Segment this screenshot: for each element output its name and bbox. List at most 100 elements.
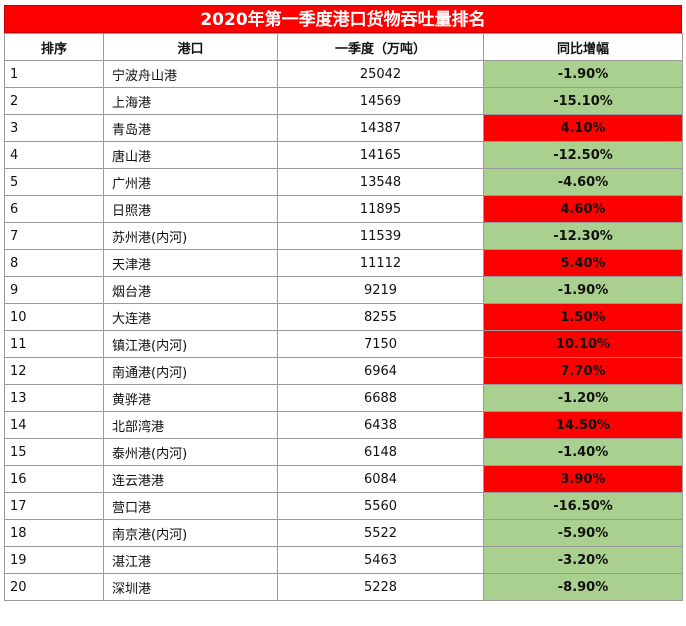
header-row: 排序 港口 一季度（万吨） 同比增幅 bbox=[4, 33, 683, 61]
volume-cell: 14569 bbox=[277, 87, 484, 115]
table-row: 15 泰州港(内河) 6148 -1.40% bbox=[4, 438, 683, 466]
header-port: 港口 bbox=[103, 33, 278, 61]
table-row: 1 宁波舟山港 25042 -1.90% bbox=[4, 60, 683, 88]
change-cell: -12.30% bbox=[483, 222, 683, 250]
table-row: 17 营口港 5560 -16.50% bbox=[4, 492, 683, 520]
volume-cell: 6438 bbox=[277, 411, 484, 439]
change-cell: 1.50% bbox=[483, 303, 683, 331]
change-cell: -5.90% bbox=[483, 519, 683, 547]
volume-cell: 5522 bbox=[277, 519, 484, 547]
port-cell: 黄骅港 bbox=[103, 384, 278, 412]
volume-cell: 11539 bbox=[277, 222, 484, 250]
port-cell: 北部湾港 bbox=[103, 411, 278, 439]
rank-cell: 1 bbox=[4, 60, 104, 88]
table-row: 20 深圳港 5228 -8.90% bbox=[4, 573, 683, 601]
port-cell: 苏州港(内河) bbox=[103, 222, 278, 250]
change-cell: -1.90% bbox=[483, 276, 683, 304]
header-volume: 一季度（万吨） bbox=[277, 33, 484, 61]
table-row: 10 大连港 8255 1.50% bbox=[4, 303, 683, 331]
rank-cell: 14 bbox=[4, 411, 104, 439]
rank-cell: 15 bbox=[4, 438, 104, 466]
change-cell: -8.90% bbox=[483, 573, 683, 601]
port-cell: 唐山港 bbox=[103, 141, 278, 169]
table-row: 2 上海港 14569 -15.10% bbox=[4, 87, 683, 115]
rank-cell: 16 bbox=[4, 465, 104, 493]
rank-cell: 18 bbox=[4, 519, 104, 547]
volume-cell: 25042 bbox=[277, 60, 484, 88]
port-cell: 大连港 bbox=[103, 303, 278, 331]
port-cell: 南通港(内河) bbox=[103, 357, 278, 385]
change-cell: -15.10% bbox=[483, 87, 683, 115]
header-change: 同比增幅 bbox=[483, 33, 683, 61]
volume-cell: 7150 bbox=[277, 330, 484, 358]
volume-cell: 6148 bbox=[277, 438, 484, 466]
table-row: 9 烟台港 9219 -1.90% bbox=[4, 276, 683, 304]
volume-cell: 14165 bbox=[277, 141, 484, 169]
port-cell: 深圳港 bbox=[103, 573, 278, 601]
volume-cell: 6084 bbox=[277, 465, 484, 493]
rank-cell: 2 bbox=[4, 87, 104, 115]
volume-cell: 13548 bbox=[277, 168, 484, 196]
table-row: 13 黄骅港 6688 -1.20% bbox=[4, 384, 683, 412]
change-cell: -1.90% bbox=[483, 60, 683, 88]
change-cell: -3.20% bbox=[483, 546, 683, 574]
change-cell: -16.50% bbox=[483, 492, 683, 520]
change-cell: 3.90% bbox=[483, 465, 683, 493]
port-cell: 上海港 bbox=[103, 87, 278, 115]
change-cell: -12.50% bbox=[483, 141, 683, 169]
change-cell: -4.60% bbox=[483, 168, 683, 196]
table-row: 5 广州港 13548 -4.60% bbox=[4, 168, 683, 196]
change-cell: -1.20% bbox=[483, 384, 683, 412]
port-cell: 湛江港 bbox=[103, 546, 278, 574]
volume-cell: 5560 bbox=[277, 492, 484, 520]
table-row: 18 南京港(内河) 5522 -5.90% bbox=[4, 519, 683, 547]
port-cell: 南京港(内河) bbox=[103, 519, 278, 547]
table-row: 7 苏州港(内河) 11539 -12.30% bbox=[4, 222, 683, 250]
table-row: 19 湛江港 5463 -3.20% bbox=[4, 546, 683, 574]
header-rank: 排序 bbox=[4, 33, 104, 61]
rank-cell: 13 bbox=[4, 384, 104, 412]
rank-cell: 17 bbox=[4, 492, 104, 520]
volume-cell: 6964 bbox=[277, 357, 484, 385]
volume-cell: 8255 bbox=[277, 303, 484, 331]
rank-cell: 20 bbox=[4, 573, 104, 601]
change-cell: -1.40% bbox=[483, 438, 683, 466]
port-cell: 天津港 bbox=[103, 249, 278, 277]
volume-cell: 6688 bbox=[277, 384, 484, 412]
rank-cell: 5 bbox=[4, 168, 104, 196]
table-body: 1 宁波舟山港 25042 -1.90% 2 上海港 14569 -15.10% 3 青岛港 143… bbox=[4, 60, 683, 601]
rank-cell: 11 bbox=[4, 330, 104, 358]
rank-cell: 8 bbox=[4, 249, 104, 277]
port-cell: 营口港 bbox=[103, 492, 278, 520]
table-title: 2020年第一季度港口货物吞吐量排名 bbox=[4, 5, 682, 33]
volume-cell: 14387 bbox=[277, 114, 484, 142]
change-cell: 4.60% bbox=[483, 195, 683, 223]
change-cell: 5.40% bbox=[483, 249, 683, 277]
table-row: 3 青岛港 14387 4.10% bbox=[4, 114, 683, 142]
table-row: 4 唐山港 14165 -12.50% bbox=[4, 141, 683, 169]
table-row: 16 连云港港 6084 3.90% bbox=[4, 465, 683, 493]
port-cell: 广州港 bbox=[103, 168, 278, 196]
rank-cell: 6 bbox=[4, 195, 104, 223]
volume-cell: 11112 bbox=[277, 249, 484, 277]
rank-cell: 19 bbox=[4, 546, 104, 574]
port-cell: 连云港港 bbox=[103, 465, 278, 493]
port-cell: 烟台港 bbox=[103, 276, 278, 304]
table-row: 12 南通港(内河) 6964 7.70% bbox=[4, 357, 683, 385]
volume-cell: 9219 bbox=[277, 276, 484, 304]
rank-cell: 4 bbox=[4, 141, 104, 169]
change-cell: 14.50% bbox=[483, 411, 683, 439]
rank-cell: 9 bbox=[4, 276, 104, 304]
port-cell: 青岛港 bbox=[103, 114, 278, 142]
change-cell: 4.10% bbox=[483, 114, 683, 142]
rank-cell: 3 bbox=[4, 114, 104, 142]
rank-cell: 10 bbox=[4, 303, 104, 331]
volume-cell: 5463 bbox=[277, 546, 484, 574]
port-cell: 日照港 bbox=[103, 195, 278, 223]
table-row: 11 镇江港(内河) 7150 10.10% bbox=[4, 330, 683, 358]
table-row: 6 日照港 11895 4.60% bbox=[4, 195, 683, 223]
rank-cell: 12 bbox=[4, 357, 104, 385]
port-cell: 镇江港(内河) bbox=[103, 330, 278, 358]
table-row: 8 天津港 11112 5.40% bbox=[4, 249, 683, 277]
